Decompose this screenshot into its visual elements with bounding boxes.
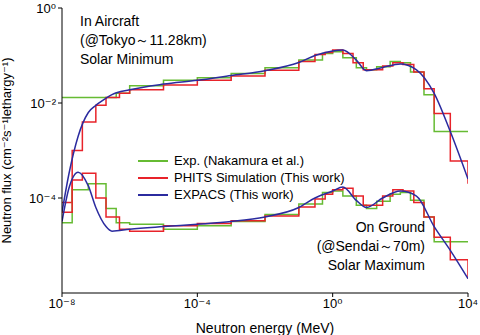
html-text:(@Tokyo～11.28km): (@Tokyo～11.28km) (80, 32, 207, 48)
svg-text:10⁻⁴: 10⁻⁴ (184, 296, 211, 311)
html-text:EXPACS (This work): EXPACS (This work) (174, 187, 294, 202)
html-text:In Aircraft: In Aircraft (80, 13, 140, 29)
svg-text:10⁻⁸: 10⁻⁸ (49, 296, 76, 311)
svg-text:10⁴: 10⁴ (458, 296, 472, 311)
html-text:On Ground: On Ground (355, 219, 425, 235)
html-text:Exp. (Nakamura et al.): Exp. (Nakamura et al.) (174, 153, 304, 168)
html-text:Solar Maximum: Solar Maximum (327, 257, 425, 273)
svg-text:10⁻⁴: 10⁻⁴ (29, 191, 56, 206)
svg-text:10⁰: 10⁰ (323, 296, 343, 311)
html-text:PHITS Simulation (This work): PHITS Simulation (This work) (174, 170, 345, 185)
svg-text:10⁰: 10⁰ (36, 1, 56, 16)
html-text:(@Sendai～70m): (@Sendai～70m) (316, 238, 425, 254)
svg-text:Neutron energy (MeV): Neutron energy (MeV) (196, 320, 335, 335)
svg-text:Neutron flux (cm⁻²s⁻¹lethargy⁻: Neutron flux (cm⁻²s⁻¹lethargy⁻¹) (8, 57, 14, 243)
html-text:Solar Minimum: Solar Minimum (80, 51, 174, 67)
svg-text:10⁻²: 10⁻² (30, 96, 56, 111)
